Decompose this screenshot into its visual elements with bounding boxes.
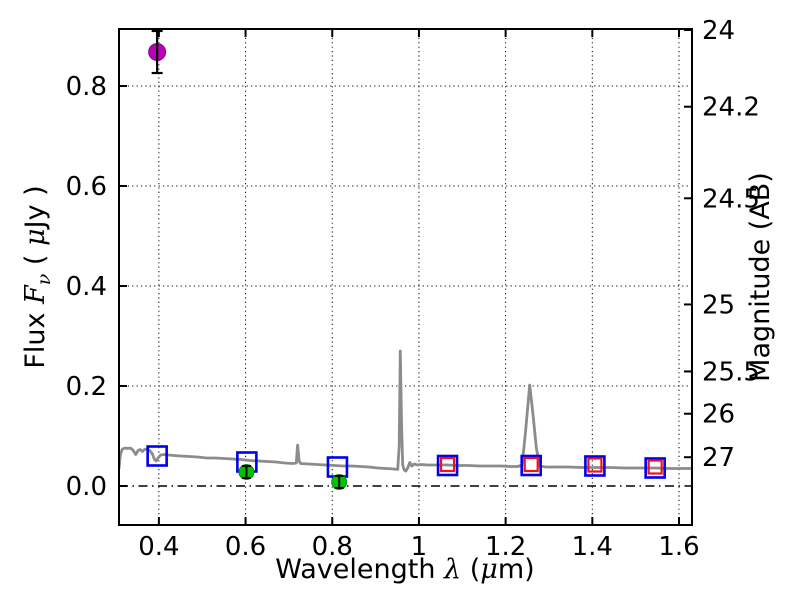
axis-ticks <box>119 28 692 525</box>
flux-tick-label: 0.0 <box>66 472 107 502</box>
model-photometry-square <box>436 454 459 477</box>
mag-tick-label: 26 <box>702 400 735 430</box>
x-tick-label: 0.8 <box>312 532 353 562</box>
mag-tick-label: 27 <box>702 443 735 473</box>
right-y-axis-label-segment: Magnitude (AB) <box>745 172 776 382</box>
nir-photometry-square <box>647 459 663 475</box>
left-y-axis-label: Flux Fν ( μJy ) <box>20 185 55 368</box>
x-axis-label-segment: Wavelength <box>275 554 444 585</box>
flux-tick-label: 0.2 <box>66 372 107 402</box>
grid-lines <box>119 29 692 525</box>
model-photometry-square <box>584 455 606 477</box>
model-photometry-square <box>146 445 168 467</box>
left-y-axis-label-segment: ν <box>33 273 55 285</box>
x-axis-label-segment: m) <box>498 554 535 585</box>
axes-frame <box>118 28 693 526</box>
mag-tick-label: 24.5 <box>702 184 760 214</box>
flux-tick-label: 0.4 <box>66 272 107 302</box>
nir-photometry-square <box>523 456 539 473</box>
left-y-axis-label-segment: F <box>20 284 51 305</box>
nir-photometry-square <box>439 456 456 473</box>
nir-photometry-square <box>587 457 603 473</box>
x-tick-label: 1.4 <box>572 532 613 562</box>
model-photometry-square <box>644 457 666 479</box>
right-y-axis-label: Magnitude (AB) <box>745 172 776 382</box>
bright-detection-errorbar <box>151 29 163 75</box>
mag-tick-label: 24 <box>702 16 735 46</box>
x-axis-label-segment: ( <box>461 554 480 585</box>
x-axis-label: Wavelength λ (μm) <box>275 554 534 585</box>
x-tick-label: 0.4 <box>138 532 179 562</box>
x-axis-label-segment: μ <box>480 554 498 585</box>
x-tick-label: 0.6 <box>225 532 266 562</box>
x-tick-label: 1.6 <box>658 532 699 562</box>
data-layer <box>119 29 692 490</box>
mag-tick-label: 24.2 <box>702 93 760 123</box>
optical-detection-errorbar <box>241 465 251 479</box>
model-spectrum-line <box>119 349 692 473</box>
x-tick-label: 1.2 <box>485 532 526 562</box>
left-y-axis-label-segment: Jy ) <box>20 185 51 230</box>
left-y-axis-label-segment: ( <box>20 246 51 274</box>
x-axis-label-segment: λ <box>443 554 461 585</box>
flux-tick-label: 0.6 <box>66 172 107 202</box>
left-y-axis-label-segment: μ <box>20 228 51 246</box>
model-photometry-square <box>520 454 542 477</box>
optical-detection-errorbar <box>334 475 344 489</box>
mag-tick-label: 25 <box>702 290 735 320</box>
mag-tick-label: 25.5 <box>702 357 760 387</box>
left-y-axis-label-segment: Flux <box>20 304 51 369</box>
flux-tick-label: 0.8 <box>66 72 107 102</box>
x-tick-label: 1 <box>411 532 428 562</box>
